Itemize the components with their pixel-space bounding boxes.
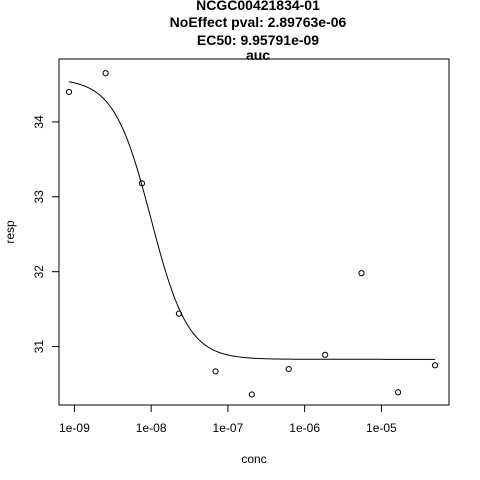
x-tick-label: 1e-08 bbox=[136, 421, 167, 435]
y-tick-label: 32 bbox=[32, 265, 46, 279]
title-line-4: auc bbox=[246, 47, 270, 63]
data-point bbox=[431, 362, 439, 369]
data-point bbox=[248, 391, 255, 398]
y-tick-label: 33 bbox=[32, 190, 46, 204]
x-tick-label: 1e-05 bbox=[366, 421, 397, 435]
plot-frame bbox=[58, 58, 450, 406]
x-tick-label: 1e-07 bbox=[213, 421, 244, 435]
data-point bbox=[358, 270, 365, 277]
x-tick-label: 1e-09 bbox=[59, 421, 90, 435]
data-point bbox=[175, 310, 183, 317]
data-point bbox=[65, 88, 73, 96]
y-tick-label: 34 bbox=[32, 115, 46, 129]
data-point bbox=[212, 368, 219, 375]
title-line-2: NoEffect pval: 2.89763e-06 bbox=[170, 14, 347, 30]
y-tick-label: 31 bbox=[32, 340, 46, 354]
data-point bbox=[138, 180, 146, 187]
x-tick-label: 1e-06 bbox=[289, 421, 320, 435]
data-point bbox=[285, 365, 292, 373]
chart-title: NCGC00421834-01 NoEffect pval: 2.89763e-… bbox=[170, 0, 347, 63]
y-axis-label: resp bbox=[3, 220, 17, 244]
data-point bbox=[394, 389, 402, 396]
data-point bbox=[322, 351, 329, 358]
fit-curve-line bbox=[68, 81, 436, 360]
title-line-3: EC50: 9.95791e-09 bbox=[197, 32, 319, 48]
x-axis-label: conc bbox=[241, 452, 266, 466]
y-axis: 31 32 33 34 bbox=[32, 115, 60, 354]
title-line-1: NCGC00421834-01 bbox=[196, 0, 320, 13]
data-point bbox=[102, 70, 109, 77]
data-points bbox=[65, 70, 439, 398]
x-axis: 1e-09 1e-08 1e-07 1e-06 1e-05 bbox=[59, 404, 397, 435]
